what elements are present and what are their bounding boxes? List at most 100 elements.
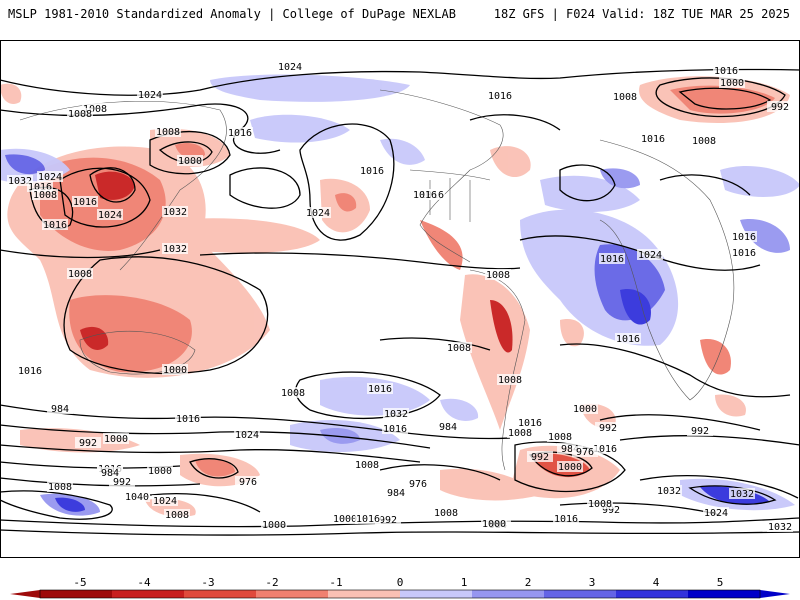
- anomaly-blob: [195, 458, 235, 477]
- isobar: [514, 441, 626, 493]
- isobar-label: 1016: [714, 66, 738, 77]
- isobar: [639, 475, 799, 499]
- anomaly-blob: [210, 74, 410, 102]
- isobar-label-bg: [109, 476, 135, 487]
- isobar-label-bg: [164, 509, 190, 520]
- isobar-label: 1008: [508, 428, 532, 439]
- isobar-label: 1000: [573, 404, 597, 415]
- isobar: [0, 477, 201, 487]
- isobar-label: 1016: [600, 254, 624, 265]
- isobar-label: 992: [771, 102, 789, 113]
- isobar: [299, 123, 395, 241]
- isobar-label-bg: [383, 487, 409, 498]
- isobar-label: 1008: [692, 136, 716, 147]
- isobar: [199, 252, 521, 270]
- anomaly-blob: [490, 146, 531, 178]
- isobar-label: 1024: [306, 208, 330, 219]
- isobar-label-bg: [656, 485, 682, 496]
- anomaly-blob: [55, 497, 85, 512]
- isobar-label-bg: [587, 498, 613, 509]
- isobar-label-bg: [375, 514, 401, 525]
- isobar-label: 1024: [638, 250, 662, 261]
- anomaly-blob: [440, 398, 479, 421]
- isobar-label-bg: [599, 253, 625, 264]
- isobar-label-bg: [719, 77, 745, 88]
- isobar-label-bg: [731, 247, 757, 258]
- colorbar-outline: [39, 589, 761, 599]
- isobar-label-bg: [547, 431, 573, 442]
- isobar-label: 984: [561, 444, 579, 455]
- isobar-label: 1016: [356, 514, 380, 525]
- isobar-label: 1016: [43, 220, 67, 231]
- isobar-label-bg: [355, 513, 381, 524]
- valid-time: 18Z GFS | F024 Valid: 18Z TUE MAR 25 202…: [493, 7, 790, 21]
- colorbar-segment: [544, 590, 616, 598]
- isobar-label: 984: [387, 488, 405, 499]
- colorbar-extend-high: [760, 590, 790, 598]
- coastline: [379, 89, 504, 263]
- isobar: [149, 493, 261, 513]
- isobar-label-bg: [42, 219, 68, 230]
- anomaly-blob: [335, 193, 357, 212]
- isobar-label: 1016: [732, 232, 756, 243]
- isobar: [0, 249, 161, 259]
- isobar-label: 1024: [235, 430, 259, 441]
- isobar-label-bg: [27, 181, 53, 192]
- isobar-label: 1008: [68, 109, 92, 120]
- isobar-label-bg: [354, 459, 380, 470]
- colorbar-segments: [10, 589, 790, 599]
- isobar-label-bg: [557, 461, 583, 472]
- isobar-label-bg: [280, 387, 306, 398]
- isobar: [655, 77, 786, 118]
- isobar: [688, 485, 777, 505]
- colorbar-tick-label: -2: [265, 576, 279, 589]
- isobar: [229, 167, 301, 209]
- isobar-label: 1008: [355, 460, 379, 471]
- colorbar-tick-label: 5: [716, 576, 724, 589]
- isobar-label: 1032: [384, 409, 408, 420]
- isobar-label-bg: [82, 103, 108, 114]
- anomaly-blob: [250, 114, 350, 143]
- coastline: [469, 269, 526, 471]
- isobar-label: 1024: [704, 508, 728, 519]
- isobar-label-bg: [367, 383, 393, 394]
- anomaly-blob: [740, 219, 790, 253]
- isobar-label-bg: [124, 491, 150, 502]
- isobar: [89, 167, 136, 203]
- isobar-label-bg: [17, 365, 43, 376]
- anomaly-blob: [5, 154, 45, 175]
- colorbar-tick-label: 3: [588, 576, 596, 589]
- colorbar-tick-label: 4: [652, 576, 660, 589]
- isobar-label-bg: [703, 507, 729, 518]
- colorbar-segment: [40, 590, 112, 598]
- isobar-label: 976: [409, 479, 427, 490]
- isobar-label: 1024: [278, 62, 302, 73]
- coastline: [409, 169, 491, 181]
- isobar: [189, 458, 239, 479]
- anomaly-blob: [420, 220, 463, 270]
- isobar-label-bg: [47, 403, 73, 414]
- anomaly-blob: [40, 157, 166, 251]
- isobar-label: 1008: [281, 388, 305, 399]
- isobar: [149, 130, 231, 175]
- isobar-label: 1032: [8, 176, 32, 187]
- colorbar-tick-label: -5: [73, 576, 87, 589]
- isobar: [0, 490, 113, 520]
- isobar-label: 1000: [163, 365, 187, 376]
- negative-anomaly-shading: [0, 76, 790, 517]
- anomaly-blob: [69, 295, 192, 373]
- isobar-label-bg: [67, 268, 93, 279]
- isobar-label-bg: [47, 481, 73, 492]
- isobar-label-bg: [713, 65, 739, 76]
- anomaly-blob: [170, 218, 320, 253]
- isobar-label-bg: [691, 135, 717, 146]
- isobar: [619, 435, 800, 446]
- colorbar-segment: [184, 590, 256, 598]
- isobar: [559, 343, 791, 398]
- isobar-label-bg: [507, 427, 533, 438]
- isobar: [63, 256, 269, 375]
- isobar-label: 992: [79, 438, 97, 449]
- anomaly-blob: [0, 83, 22, 105]
- anomaly-blob: [560, 319, 584, 347]
- isobar-label-bg: [640, 133, 666, 144]
